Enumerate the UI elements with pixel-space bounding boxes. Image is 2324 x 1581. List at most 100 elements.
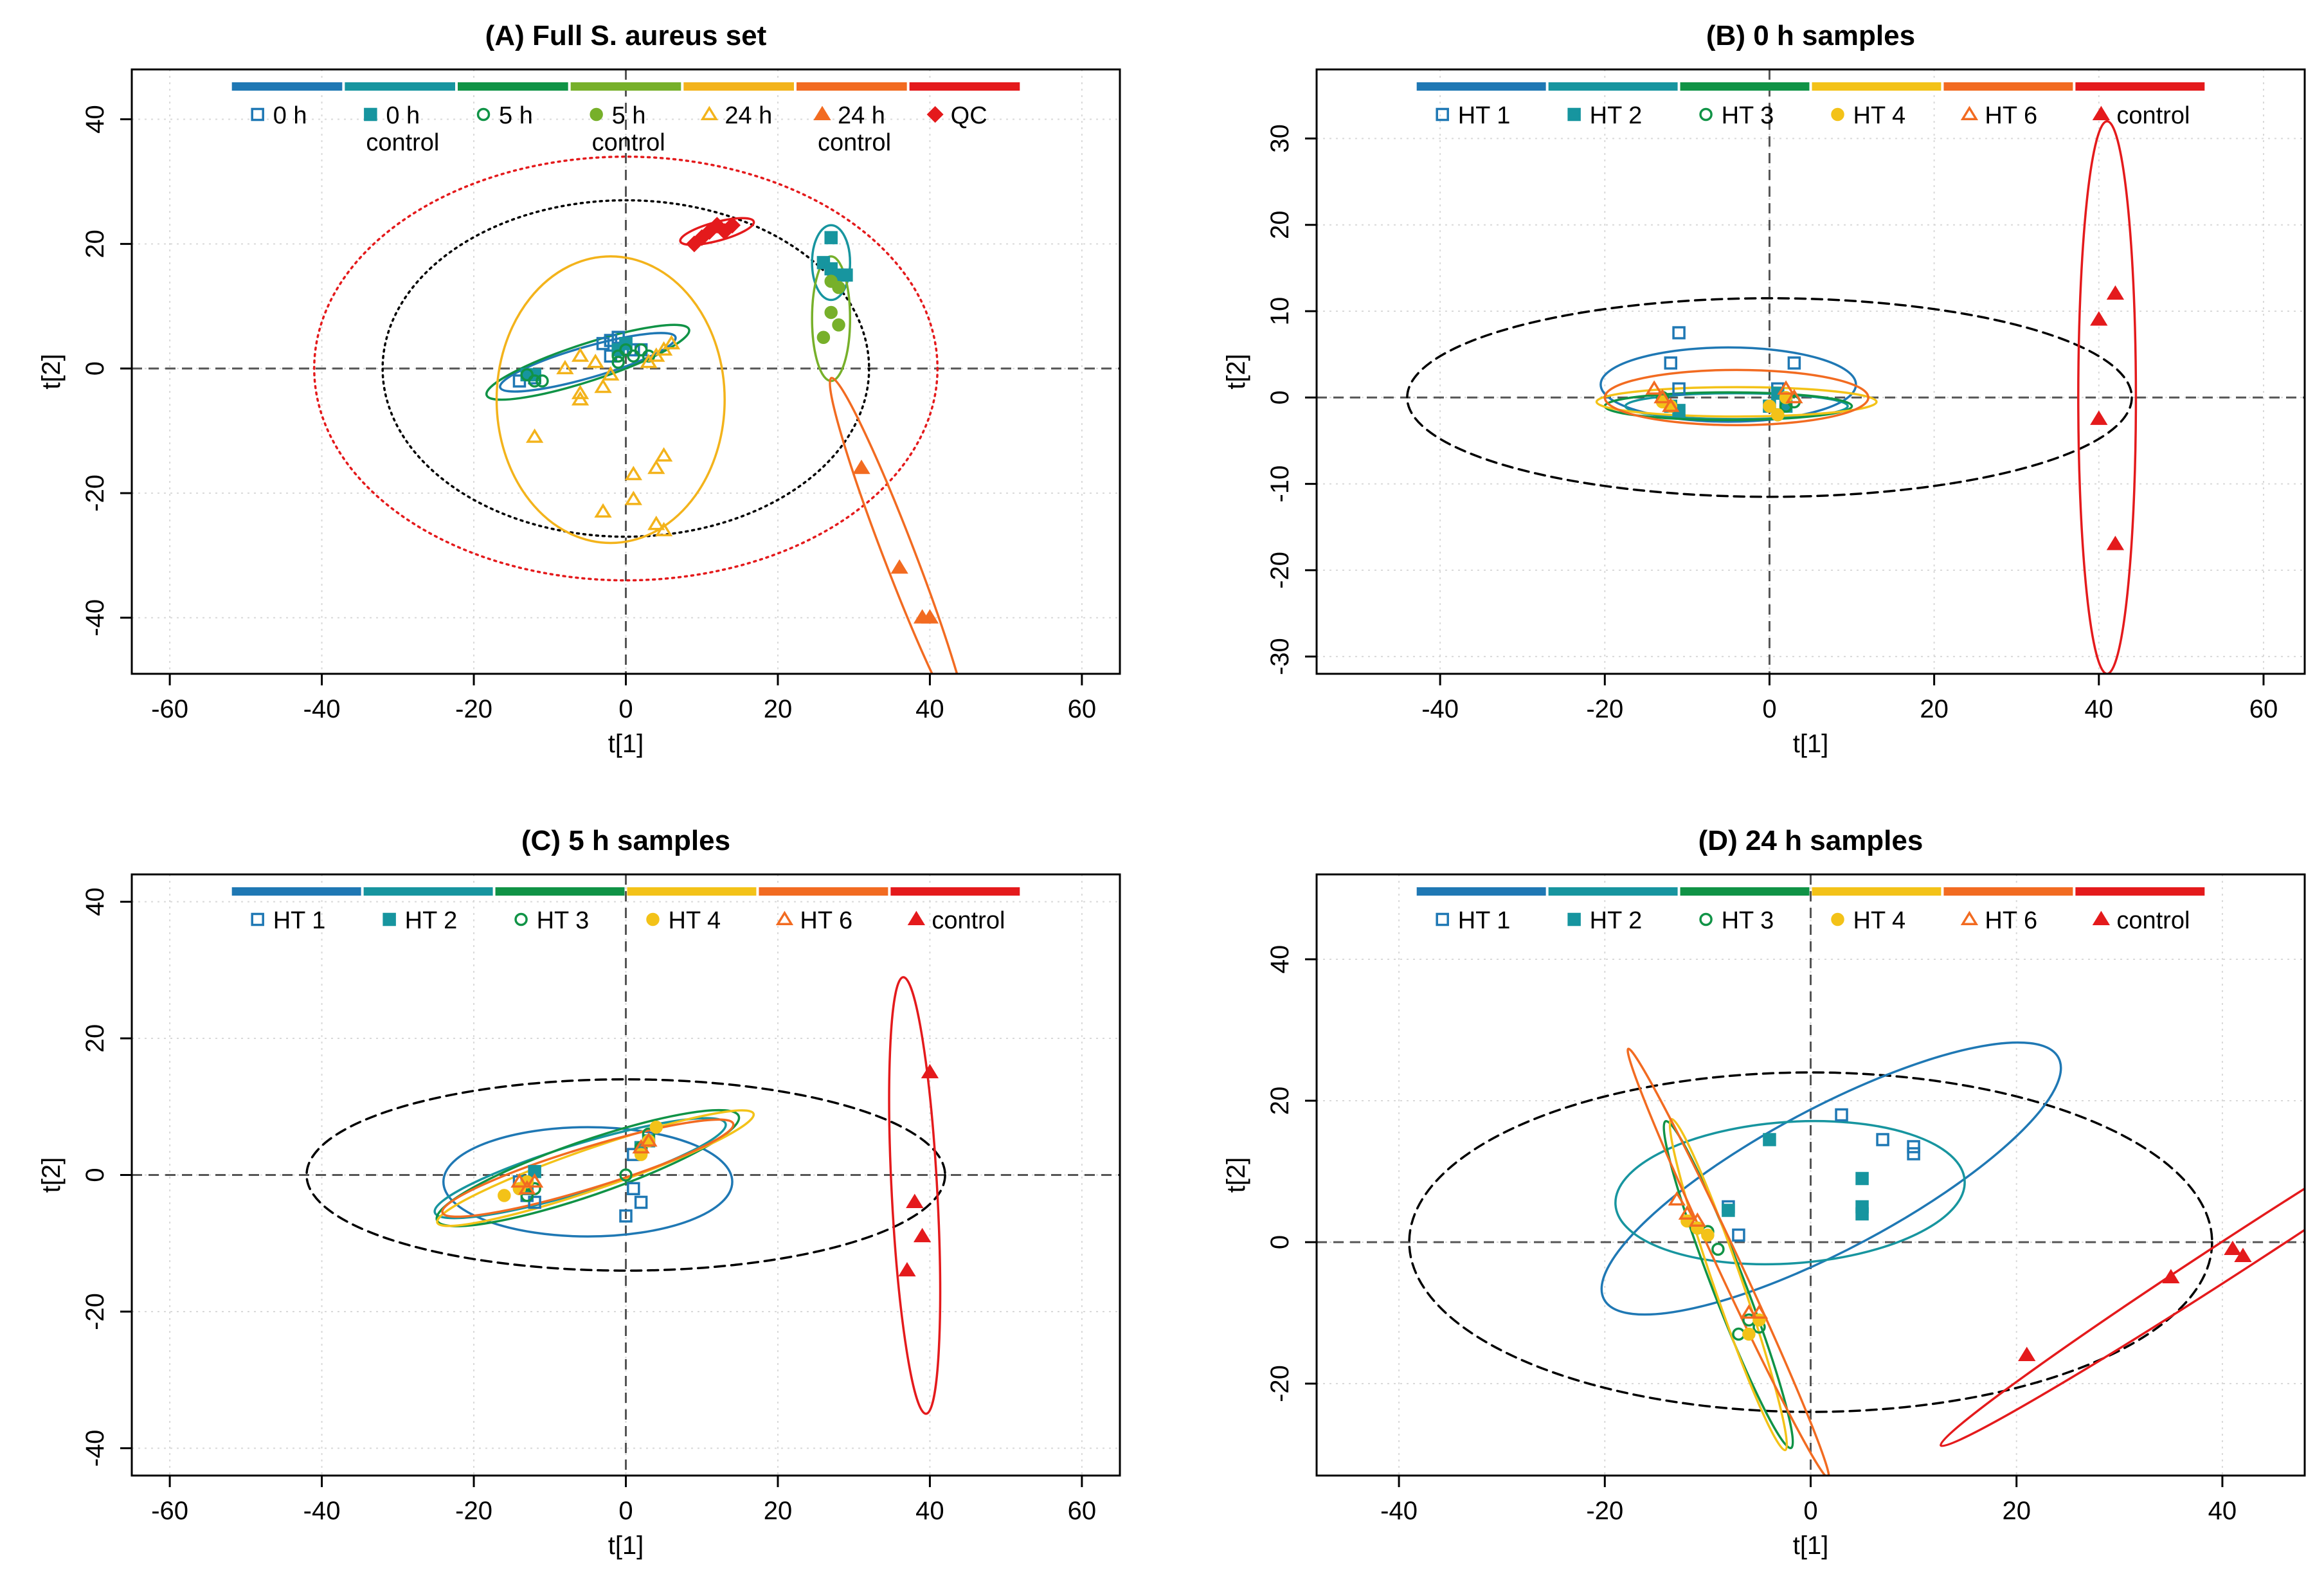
legend-label: 24 h: [838, 102, 885, 129]
data-point: [640, 1132, 658, 1147]
series-ellipse: [811, 224, 852, 302]
legend-entry: HT 3: [1699, 102, 1774, 129]
data-point: [1835, 1108, 1848, 1122]
legend-marker: [907, 910, 926, 926]
legend-label: HT 2: [405, 907, 458, 934]
series-ellipse: [441, 1118, 735, 1218]
series-ellipse: [811, 255, 852, 383]
data-point: [510, 1173, 528, 1188]
legend-color-bar: [759, 887, 888, 896]
x-tick-label: -40: [1380, 1497, 1418, 1525]
legend-marker: [1831, 107, 1844, 122]
series-ellipse: [1626, 1047, 1830, 1476]
series-ellipse: [1599, 346, 1857, 423]
x-tick-label: 60: [2249, 695, 2278, 723]
x-tick-label: -20: [1586, 1497, 1623, 1525]
y-axis-title: t[2]: [1222, 354, 1250, 390]
legend-label: HT 4: [669, 907, 721, 934]
legend-entry: HT 4: [1831, 907, 1905, 934]
series-ellipse: [1595, 386, 1878, 418]
data-point: [571, 347, 590, 362]
data-point: [1740, 1304, 1758, 1319]
legend: HT 1 HT 2 HT 3 HT 4 HT 6 control: [231, 887, 1020, 934]
legend-entry: HT 3: [514, 907, 589, 934]
legend-entry: control: [907, 907, 1005, 934]
data-point: [571, 391, 590, 406]
legend-marker: [1699, 912, 1713, 926]
x-axis: -40 -20 0 20 40 60: [1421, 674, 2278, 723]
data-point: [634, 1195, 648, 1209]
x-axis: -40 -20 0 20 40: [1380, 1476, 2237, 1525]
legend-entry: control: [2092, 907, 2190, 934]
legend-label: HT 3: [1722, 102, 1774, 129]
data-point: [2162, 1269, 2180, 1284]
legend-color-bar: [1416, 887, 1546, 896]
data-point: [594, 378, 612, 393]
chart-title: (A) Full S. aureus set: [485, 20, 767, 51]
data-point: [528, 1195, 541, 1209]
legend-entry: HT 4: [1831, 102, 1905, 129]
legend-color-bar: [1548, 82, 1678, 91]
legend-label: control: [592, 129, 665, 156]
data-point: [594, 503, 612, 518]
legend-color-bar: [2075, 887, 2205, 896]
y-axis-title: t[2]: [37, 354, 66, 390]
legend-marker: [1960, 105, 1979, 121]
legend-label: HT 2: [1590, 907, 1643, 934]
legend-label: 0 h: [386, 102, 420, 129]
data-point: [1672, 326, 1686, 339]
panel-a: -60 -40 -20 0 20 40 60 -40 -20 0 20 40 t[1] t[2] (A) F…: [37, 20, 1121, 758]
legend-entry: HT 2: [383, 907, 458, 934]
legend-marker: [251, 912, 264, 926]
data-point: [525, 1173, 544, 1188]
legend-entry: HT 1: [251, 907, 325, 934]
legend-entry: HT 1: [1436, 102, 1511, 129]
data-point: [1701, 1228, 1715, 1242]
data-point: [852, 459, 870, 474]
y-axis: -30 -20 -10 0 10 20 30: [1266, 124, 1317, 675]
data-point: [921, 1063, 939, 1079]
x-tick-label: -20: [455, 695, 492, 723]
y-tick-label: 0: [1266, 1235, 1294, 1249]
plot-area: [1406, 120, 2138, 674]
data-point: [571, 384, 590, 399]
legend-marker: [2092, 105, 2111, 121]
x-tick-label: 20: [764, 1497, 793, 1525]
legend-marker: [1831, 912, 1844, 926]
y-tick-label: -10: [1266, 465, 1294, 503]
x-tick-label: 40: [2085, 695, 2114, 723]
x-tick-label: 0: [1803, 1497, 1817, 1525]
data-point: [1688, 1212, 1707, 1227]
legend-color-bar: [683, 82, 794, 91]
data-point: [824, 231, 838, 244]
data-point: [1742, 1327, 1756, 1341]
data-point: [2106, 536, 2125, 550]
data-point: [602, 366, 620, 381]
reference-ellipse: [1408, 1071, 2213, 1413]
data-point: [2234, 1247, 2252, 1263]
legend-marker: [251, 107, 264, 122]
legend-label: HT 1: [1458, 102, 1511, 129]
x-axis-title: t[1]: [1793, 730, 1829, 758]
legend-entry: HT 2: [1567, 907, 1643, 934]
x-tick-label: -40: [303, 1497, 341, 1525]
x-tick-label: 40: [915, 695, 944, 723]
y-axis: -40 -20 0 20 40: [81, 887, 132, 1467]
y-tick-label: 0: [81, 361, 109, 375]
x-tick-label: 20: [1920, 695, 1949, 723]
x-tick-label: -40: [1421, 695, 1459, 723]
legend-marker: [1567, 107, 1581, 122]
legend-entry: control: [2092, 102, 2190, 129]
data-point: [1787, 356, 1801, 370]
series-ellipse: [829, 377, 971, 674]
x-tick-label: 0: [1762, 695, 1776, 723]
legend-entry: QC: [926, 102, 987, 129]
legend-marker: [383, 912, 396, 926]
y-tick-label: 20: [1266, 210, 1294, 239]
y-tick-label: 20: [81, 1024, 109, 1053]
data-point: [2018, 1346, 2036, 1362]
x-tick-label: 0: [618, 695, 633, 723]
panel-b: -40 -20 0 20 40 60 -30 -20 -10 0 10 20 30 t[1] t[2] (B)…: [1222, 20, 2306, 758]
plot-area: [1408, 1041, 2305, 1476]
legend-marker: [476, 107, 491, 122]
